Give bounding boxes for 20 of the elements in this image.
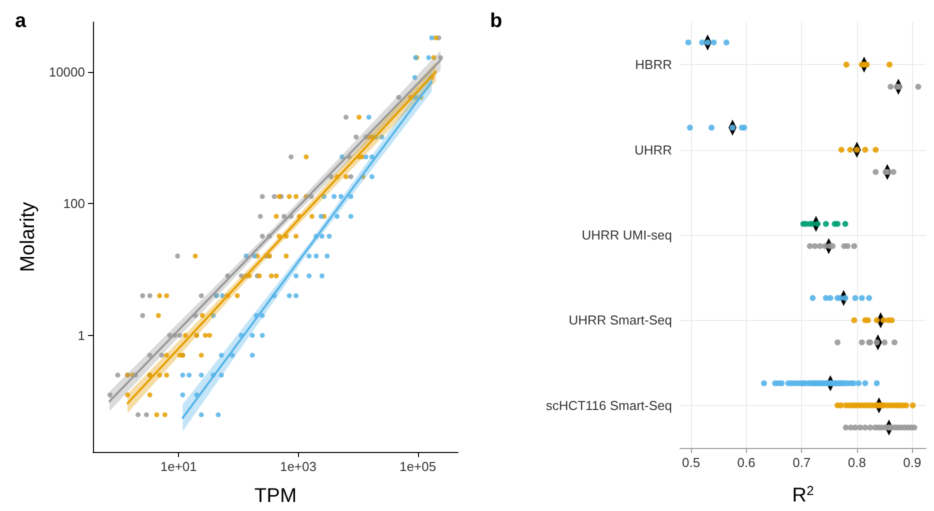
y-tick-label: UHRR Smart-Seq: [568, 312, 672, 328]
y-tick-label: UHRR UMI-seq: [582, 228, 672, 242]
x-tick-label: 0.9: [903, 455, 922, 470]
y-tick-label: scHCT116 Smart-Seq: [546, 398, 672, 413]
y-tick-label: 1: [78, 328, 85, 343]
y-tick-label: HBRR: [635, 57, 672, 72]
x-axis-title: TPM: [254, 485, 297, 507]
x-tick-label: 0.8: [848, 455, 866, 470]
x-tick-label: 0.7: [792, 455, 811, 470]
x-tick-label: 0.5: [682, 455, 700, 470]
x-tick-label: 1e+03: [280, 459, 316, 474]
x-tick-label: 1e+05: [400, 459, 436, 474]
y-tick-label: 100: [63, 196, 85, 212]
chart-title: a: [15, 10, 27, 32]
text: b: [490, 10, 502, 32]
y-axis-title: Molarity: [16, 202, 39, 272]
y-tick-label: UHRR: [634, 142, 672, 158]
y-tick-label: 10000: [48, 64, 85, 80]
x-tick-label: 1e+01: [160, 459, 197, 474]
x-tick-label: 0.6: [737, 455, 756, 470]
